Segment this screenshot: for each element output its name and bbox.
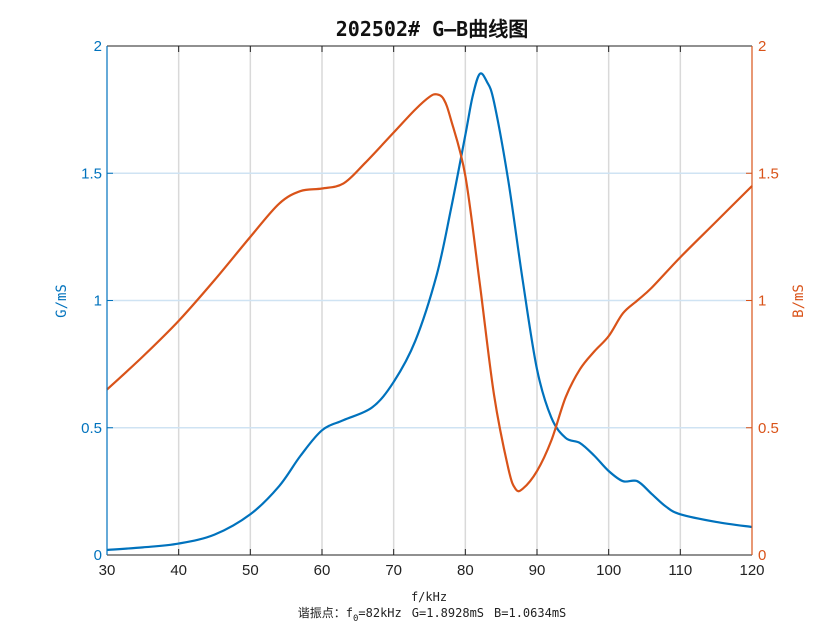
y-tick-label-left: 1.5 [81, 165, 102, 182]
x-tick-label: 120 [739, 562, 764, 579]
chart-title: 202502# G—B曲线图 [336, 17, 528, 41]
y-tick-label-left: 0 [94, 547, 102, 564]
resonance-b: B=1.0634mS [494, 606, 566, 620]
y-tick-label-right: 2 [758, 38, 766, 55]
x-tick-label: 50 [242, 562, 259, 579]
y-tick-label-right: 1 [758, 293, 766, 310]
x-tick-label: 90 [529, 562, 546, 579]
y-tick-label-right: 1.5 [758, 165, 779, 182]
resonance-info: 谐振点：f0=82kHz G=1.8928mS B=1.0634mS [298, 606, 567, 624]
resonance-f-subscript: 0 [353, 614, 358, 624]
resonance-f-symbol: f [346, 606, 353, 620]
grid-lines [107, 46, 752, 555]
x-tick-label: 110 [668, 562, 692, 579]
x-tick-label: 60 [314, 562, 331, 579]
y-tick-label-left: 0.5 [81, 420, 102, 437]
series-line-b [106, 93, 753, 493]
x-tick-label: 70 [385, 562, 402, 579]
axes [106, 45, 753, 556]
x-tick-label: 30 [99, 562, 116, 579]
y-tick-label-right: 0 [758, 547, 766, 564]
y-tick-label-left: 1 [94, 293, 102, 310]
tick-labels: 30 40 50 60 70 80 90 100 110 12000.511.5200.511.5… [81, 38, 779, 579]
x-tick-label: 80 [457, 562, 474, 579]
series-layer [106, 72, 753, 552]
series-line-g [106, 72, 753, 552]
resonance-g: G=1.8928mS [412, 606, 484, 620]
x-axis-label: f/kHz [411, 590, 447, 604]
x-tick-label: 40 [170, 562, 187, 579]
y-tick-label-left: 2 [94, 38, 102, 55]
resonance-f-value: =82kHz [358, 606, 401, 620]
resonance-label: 谐振点： [298, 606, 346, 620]
x-tick-label: 100 [596, 562, 621, 579]
y-tick-label-right: 0.5 [758, 420, 779, 437]
y-axis-right-label: B/mS [791, 284, 807, 318]
y-axis-left-label: G/mS [54, 284, 70, 318]
